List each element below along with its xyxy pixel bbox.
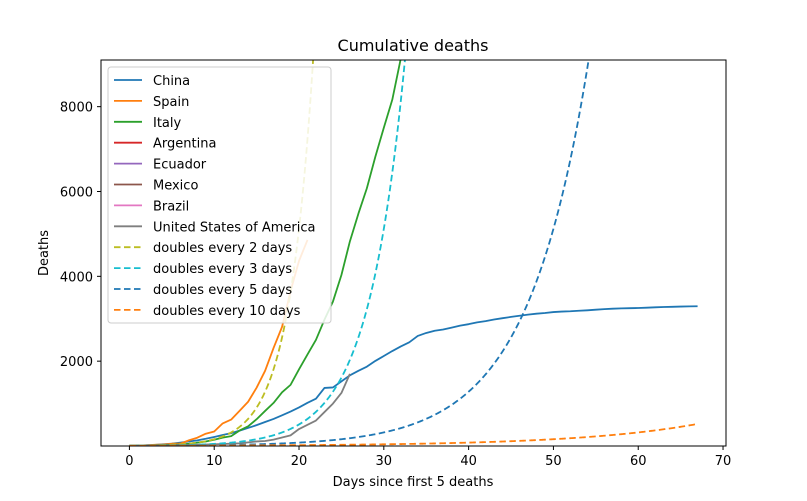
legend-label: doubles every 5 days (153, 283, 292, 298)
chart-title: Cumulative deaths (338, 36, 489, 55)
x-tick-label: 60 (630, 454, 647, 469)
ticks-layer: 0 10 20 30 40 50 60 70 2000 4000 6000 8000 (60, 101, 731, 469)
x-tick-label: 10 (206, 454, 223, 469)
legend-label: doubles every 3 days (153, 262, 292, 277)
x-axis-title: Days since first 5 deaths (333, 475, 494, 490)
x-tick-label: 40 (460, 454, 477, 469)
series-line-doubles-every-2-days (129, 60, 314, 446)
y-tick-label: 2000 (60, 355, 93, 370)
legend-box (107, 66, 332, 324)
legend-label: doubles every 10 days (153, 304, 301, 319)
legend: China Spain Italy Argentina Ecuador Mexico Bra… (107, 66, 332, 324)
x-tick-label: 50 (545, 454, 562, 469)
x-tick-label: 20 (291, 454, 308, 469)
y-tick-label: 4000 (60, 270, 93, 285)
legend-label: Mexico (153, 179, 198, 194)
y-tick-label: 6000 (60, 185, 93, 200)
y-axis-title: Deaths (37, 230, 52, 276)
series-line-china (129, 305, 698, 446)
legend-label: United States of America (153, 220, 315, 235)
legend-label: Italy (153, 116, 182, 131)
plot-frame (100, 59, 727, 447)
legend-label: Spain (153, 95, 189, 110)
series-line-united-states-of-america (129, 373, 351, 446)
legend-label: Brazil (153, 199, 189, 214)
legend-label: China (153, 74, 190, 89)
legend-label: doubles every 2 days (153, 241, 292, 256)
y-tick-label: 8000 (60, 101, 93, 116)
legend-label: Argentina (153, 137, 216, 152)
legend-label: Ecuador (153, 158, 207, 173)
x-tick-label: 30 (376, 454, 393, 469)
x-tick-label: 0 (125, 454, 133, 469)
x-tick-label: 70 (715, 454, 732, 469)
